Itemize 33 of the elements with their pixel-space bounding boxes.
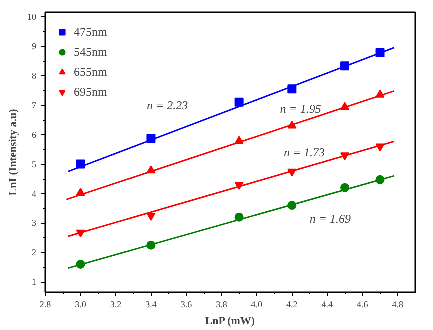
annotation: n = 1.69 xyxy=(310,212,351,226)
y-tick-label: 8 xyxy=(32,70,37,81)
y-tick-label: 5 xyxy=(32,159,37,170)
point xyxy=(146,213,156,221)
annotation: n = 1.95 xyxy=(280,102,322,116)
legend-label: 545nm xyxy=(74,44,108,60)
point xyxy=(234,98,244,107)
y-tick-label: 2 xyxy=(32,248,36,258)
x-tick-label: 4.8 xyxy=(392,300,404,310)
x-tick-label: 3.4 xyxy=(146,300,158,310)
x-tick-label: 3.6 xyxy=(180,300,193,310)
legend-label: 695nm xyxy=(74,84,108,100)
annotation: n = 1.73 xyxy=(284,146,326,160)
legend-label: 655nm xyxy=(74,64,108,80)
y-tick-label: 3 xyxy=(32,218,37,228)
x-tick-label: 4.2 xyxy=(286,300,298,310)
x-tick-label: 3.0 xyxy=(75,300,87,310)
legend-label: 475nm xyxy=(74,24,108,40)
y-tick-label: 10 xyxy=(28,12,37,22)
x-tick-label: 4.6 xyxy=(357,300,369,310)
x-tick-label: 4.0 xyxy=(251,300,264,310)
y-tick-label: 4 xyxy=(32,188,37,199)
x-tick-label: 4.4 xyxy=(322,300,334,310)
y-tick-label: 1 xyxy=(32,277,36,288)
x-tick-label: 3.2 xyxy=(110,300,122,310)
y-tick-label: 6 xyxy=(32,130,37,140)
annotation: n = 2.23 xyxy=(147,98,188,113)
x-tick-label: 2.8 xyxy=(40,300,52,310)
y-axis-title: LnI (Intensity a.u) xyxy=(8,108,20,196)
x-axis-title: LnP (mW) xyxy=(205,316,256,328)
y-tick-label: 9 xyxy=(32,41,37,52)
y-tick-label: 7 xyxy=(32,100,37,110)
x-tick-label: 3.8 xyxy=(216,300,228,310)
